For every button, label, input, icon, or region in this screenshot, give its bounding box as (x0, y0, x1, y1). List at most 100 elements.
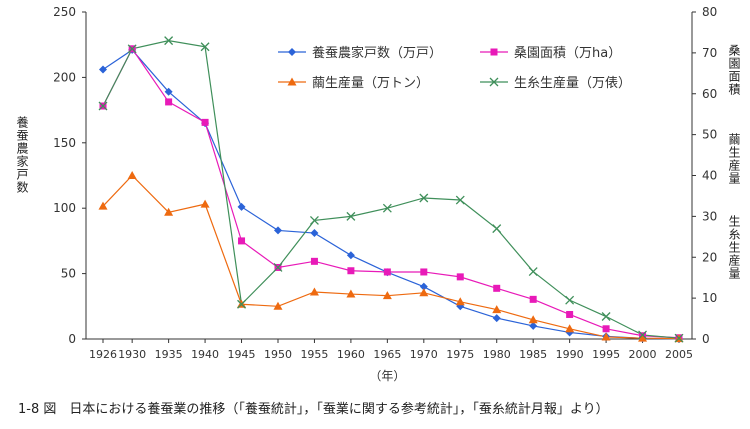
x-tick-label: 2005 (665, 348, 693, 361)
marker-triangle (638, 333, 648, 342)
marker-diamond (346, 251, 355, 260)
left-axis-label: 養蚕農家戸数 (15, 116, 29, 194)
marker-diamond (529, 321, 538, 330)
marker-x (273, 263, 283, 272)
x-tick-label: 1945 (228, 348, 256, 361)
marker-square (238, 237, 246, 245)
right-tick-label: 40 (702, 169, 717, 183)
x-tick-label: 1926 (89, 348, 117, 361)
marker-x (419, 193, 429, 203)
right-tick-label: 80 (702, 5, 717, 19)
x-tick-label: 2000 (629, 348, 657, 361)
marker-triangle (492, 305, 502, 314)
marker-triangle (98, 201, 108, 210)
marker-triangle (601, 332, 611, 341)
marker-triangle (455, 297, 465, 306)
x-tick-label: 1985 (519, 348, 547, 361)
marker-diamond (273, 226, 282, 235)
marker-square (165, 98, 173, 106)
x-tick-label: 1970 (410, 348, 438, 361)
marker-x (237, 299, 246, 309)
marker-square (347, 267, 355, 275)
marker-x (200, 42, 210, 52)
marker-diamond (288, 48, 296, 56)
marker-triangle (200, 199, 210, 208)
marker-x (528, 267, 538, 277)
marker-x (601, 312, 611, 321)
left-tick-label: 100 (53, 201, 76, 215)
right-tick-label: 70 (702, 46, 717, 60)
marker-square (420, 268, 428, 276)
series-line (102, 174, 680, 340)
x-tick-label: 1965 (373, 348, 401, 361)
marker-triangle (565, 324, 575, 333)
legend-label: 桑園面積（万ha） (514, 46, 621, 61)
marker-square (490, 48, 498, 56)
marker-triangle (419, 288, 429, 297)
right-tick-label: 0 (702, 332, 710, 346)
marker-x (309, 216, 319, 225)
x-tick-label: 1955 (300, 348, 328, 361)
right-tick-label: 50 (702, 128, 717, 142)
x-tick-label: 1995 (592, 348, 620, 361)
marker-square (456, 273, 464, 281)
marker-square (566, 310, 574, 318)
marker-x (164, 36, 174, 46)
marker-x (638, 330, 648, 340)
marker-diamond (99, 65, 107, 74)
marker-triangle (309, 287, 319, 296)
figure-caption: 1-8 図 日本における養蚕業の推移（「養蚕統計」，「蚕業に関する参考統計」，「… (18, 402, 609, 417)
left-tick-label: 200 (53, 70, 76, 84)
legend: 養蚕農家戸数（万戸） 桑園面積（万ha） 繭生産量（万トン） 生糸生産量（万俵） (278, 45, 631, 91)
legend-label: 養蚕農家戸数（万戸） (312, 45, 442, 61)
marker-square (529, 295, 537, 303)
right-tick-label: 30 (702, 209, 717, 223)
x-tick-label: 1975 (446, 348, 474, 361)
marker-square (201, 118, 209, 126)
x-tick-label: 1990 (556, 348, 584, 361)
legend-label: 生糸生産量（万俵） (514, 75, 631, 91)
right-axis-label-mulberry: 桑園面積 (727, 44, 741, 96)
marker-diamond (419, 282, 428, 291)
marker-triangle (127, 171, 137, 179)
right-tick-label: 10 (702, 291, 717, 305)
legend-label: 繭生産量（万トン） (312, 75, 429, 91)
series-line (102, 47, 680, 339)
marker-diamond (237, 202, 246, 211)
right-axis-label-cocoon: 繭生産量 (727, 133, 741, 185)
marker-triangle (528, 315, 538, 324)
x-tick-label: 1940 (191, 348, 219, 361)
marker-triangle (346, 289, 356, 298)
marker-square (310, 257, 318, 265)
marker-x (565, 295, 575, 305)
right-tick-label: 60 (702, 87, 717, 101)
marker-triangle (382, 291, 392, 300)
marker-x (674, 333, 684, 343)
x-tick-label: 1980 (483, 348, 511, 361)
marker-x (492, 224, 502, 234)
marker-x (455, 195, 465, 205)
right-tick-label: 20 (702, 250, 717, 264)
right-axis-label-silk: 生糸生産量 (727, 215, 741, 280)
axes: 0 50 100 150 200 250 0 10 20 30 40 50 60 70 80 1926 1930… (53, 5, 717, 383)
series-markers (98, 36, 684, 343)
x-tick-label: 1950 (264, 348, 292, 361)
marker-x (98, 101, 108, 111)
marker-triangle (287, 77, 297, 86)
marker-square (493, 284, 501, 292)
left-tick-label: 150 (53, 136, 76, 150)
marker-triangle (273, 301, 283, 310)
marker-triangle (164, 207, 174, 216)
marker-diamond (310, 229, 319, 238)
marker-diamond (164, 87, 173, 96)
marker-x (382, 203, 392, 213)
marker-square (602, 325, 610, 333)
marker-diamond (492, 314, 501, 323)
marker-x (346, 211, 356, 221)
left-tick-label: 50 (61, 267, 76, 281)
x-tick-label: 1960 (337, 348, 365, 361)
left-tick-label: 0 (68, 332, 76, 346)
marker-x (127, 44, 137, 54)
x-tick-label: 1935 (155, 348, 183, 361)
